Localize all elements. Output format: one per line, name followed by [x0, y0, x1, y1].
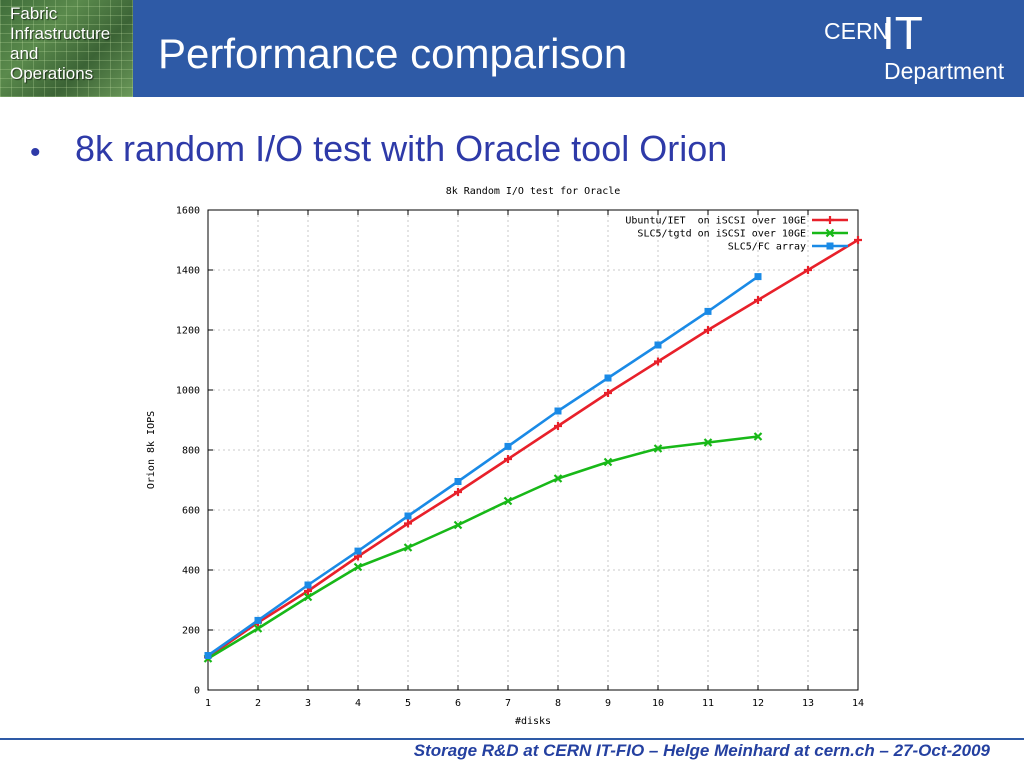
data-point-cross: [653, 444, 663, 453]
data-point-plus: [704, 326, 712, 334]
legend-label: Ubuntu/IET on iSCSI over 10GE: [625, 216, 806, 227]
cern-it-logo: CERN IT Department: [824, 6, 1020, 92]
x-tick-label: 7: [505, 698, 511, 709]
y-tick-label: 1000: [176, 386, 200, 397]
data-point-cross: [253, 624, 263, 633]
data-point-square: [304, 581, 312, 589]
y-tick-label: 600: [182, 506, 200, 517]
data-point-square: [654, 341, 662, 349]
x-tick-label: 1: [205, 698, 211, 709]
logo-line-1: Fabric: [10, 4, 58, 23]
x-axis-label: #disks: [515, 716, 551, 727]
data-point-square: [826, 242, 834, 250]
chart-title: 8k Random I/O test for Oracle: [446, 186, 621, 197]
data-point-cross: [703, 438, 713, 447]
data-point-square: [404, 512, 412, 520]
data-point-plus: [404, 519, 412, 528]
x-tick-label: 9: [605, 698, 611, 709]
data-point-cross: [825, 228, 835, 238]
data-point-square: [504, 442, 512, 450]
series-line-3: [207, 275, 759, 657]
data-point-square: [354, 547, 362, 555]
x-tick-label: 10: [652, 698, 664, 709]
data-point-cross: [503, 496, 513, 506]
data-point-square: [604, 374, 612, 382]
data-point-plus: [654, 357, 662, 366]
data-point-cross: [403, 543, 413, 552]
logo-line-2: Infrastructure: [10, 24, 111, 43]
y-tick-label: 0: [194, 686, 200, 697]
y-tick-label: 800: [182, 446, 200, 457]
data-point-plus: [504, 455, 512, 463]
iops-line-chart: 1 2 3 4 5 6 7 8 9 10 11 12 13 14020040060080010001200…: [146, 186, 864, 727]
bullet-text: 8k random I/O test with Oracle tool Orio…: [75, 128, 728, 169]
x-tick-label: 14: [852, 698, 864, 709]
slide-header: Fabric Infrastructure and Operations Per…: [0, 0, 1024, 97]
cern-wordmark: CERN: [824, 18, 890, 44]
fabric-logo: Fabric Infrastructure and Operations: [0, 0, 133, 97]
x-tick-label: 4: [355, 698, 361, 709]
data-point-plus: [604, 389, 612, 397]
logo-line-3: and: [10, 44, 39, 63]
data-point-square: [704, 307, 712, 315]
data-point-cross: [603, 457, 613, 467]
x-tick-label: 13: [802, 698, 814, 709]
footer-text: Storage R&D at CERN IT-FIO – Helge Meinh…: [413, 741, 990, 760]
data-point-cross: [553, 474, 563, 483]
y-tick-label: 400: [182, 566, 200, 577]
slide-footer: Storage R&D at CERN IT-FIO – Helge Meinh…: [0, 738, 1024, 768]
x-tick-label: 2: [255, 698, 261, 709]
page-title: Performance comparison: [158, 30, 628, 77]
series-line-2: [207, 435, 759, 660]
x-tick-label: 12: [752, 698, 764, 709]
x-tick-label: 3: [305, 698, 311, 709]
data-point-plus: [554, 422, 562, 430]
data-point-cross: [303, 592, 313, 602]
department-wordmark: Department: [884, 58, 1005, 84]
data-point-cross: [453, 520, 463, 530]
y-tick-label: 1600: [176, 206, 200, 217]
data-point-square: [454, 478, 462, 485]
data-point-square: [254, 616, 262, 624]
y-tick-label: 200: [182, 626, 200, 637]
it-wordmark: IT: [882, 7, 923, 59]
x-tick-label: 6: [455, 698, 461, 709]
data-point-cross: [353, 562, 363, 572]
y-tick-label: 1400: [176, 266, 200, 277]
series-line-1: [207, 238, 859, 659]
legend-label: SLC5/tgtd on iSCSI over 10GE: [637, 229, 806, 240]
circuit-board-pattern: [0, 0, 133, 97]
data-point-plus: [854, 236, 862, 244]
data-point-plus: [454, 488, 462, 496]
logo-line-4: Operations: [10, 64, 94, 83]
data-point-square: [554, 407, 562, 415]
data-point-plus: [826, 216, 834, 224]
x-tick-label: 8: [555, 698, 561, 709]
y-axis-label: Orion 8k IOPS: [146, 411, 157, 489]
legend-label: SLC5/FC array: [728, 242, 806, 253]
data-point-plus: [804, 266, 812, 274]
x-tick-label: 11: [702, 698, 714, 709]
bullet-icon: •: [30, 136, 41, 169]
data-point-cross: [753, 432, 763, 441]
data-point-square: [204, 652, 212, 659]
data-point-plus: [754, 296, 762, 304]
y-tick-label: 1200: [176, 326, 200, 337]
footer-divider: [0, 738, 1024, 740]
data-point-square: [754, 273, 762, 281]
x-tick-label: 5: [405, 698, 411, 709]
